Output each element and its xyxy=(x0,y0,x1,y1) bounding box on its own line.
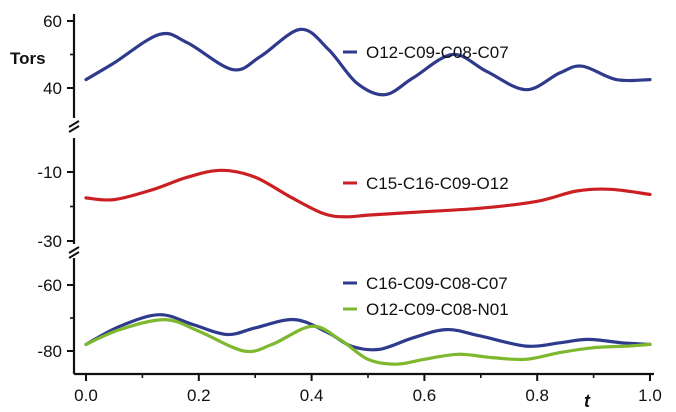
axis-break-mark-2b xyxy=(68,251,80,259)
legend-label: O12-C09-C08-N01 xyxy=(366,300,509,319)
plot-layer xyxy=(84,27,652,366)
axis-break-mark-2a xyxy=(68,246,80,254)
y-tick-label: -60 xyxy=(37,276,62,295)
y-axis-title: Tors xyxy=(10,49,46,68)
y-tick-label: 40 xyxy=(43,79,62,98)
y-tick-label: -80 xyxy=(37,342,62,361)
x-tick-label: 0.4 xyxy=(300,386,324,405)
series-line-o12-c09-c08-n01 xyxy=(84,317,652,366)
y-tick-label: -10 xyxy=(37,163,62,182)
label-layer: 0.0 0.2 0.4 0.6 0.8 1.0 60 40 O12-C09-C08-C07 -10… xyxy=(37,12,661,405)
y-tick-label: -30 xyxy=(37,232,62,251)
series-line-c15-c16-c09-o12 xyxy=(84,168,652,219)
x-tick-label: 0.6 xyxy=(413,386,437,405)
axis-break-mark-1a xyxy=(68,120,80,128)
legend-label: C15-C16-C09-O12 xyxy=(366,174,509,193)
legend-label: O12-C09-C08-C07 xyxy=(366,43,509,62)
axis-break-mark-1b xyxy=(68,125,80,133)
x-tick-label: 0.0 xyxy=(74,386,98,405)
x-axis-title: t xyxy=(584,391,591,411)
x-tick-label: 0.2 xyxy=(187,386,211,405)
legend-label: C16-C09-C08-C07 xyxy=(366,274,508,293)
axes-layer xyxy=(67,14,654,381)
y-tick-label: 60 xyxy=(43,12,62,31)
x-tick-label: 0.8 xyxy=(525,386,549,405)
series-line-c16-c09-c08-c07 xyxy=(84,313,652,352)
series-line-o12-c09-c08-c07 xyxy=(84,27,652,97)
x-tick-label: 1.0 xyxy=(638,386,662,405)
